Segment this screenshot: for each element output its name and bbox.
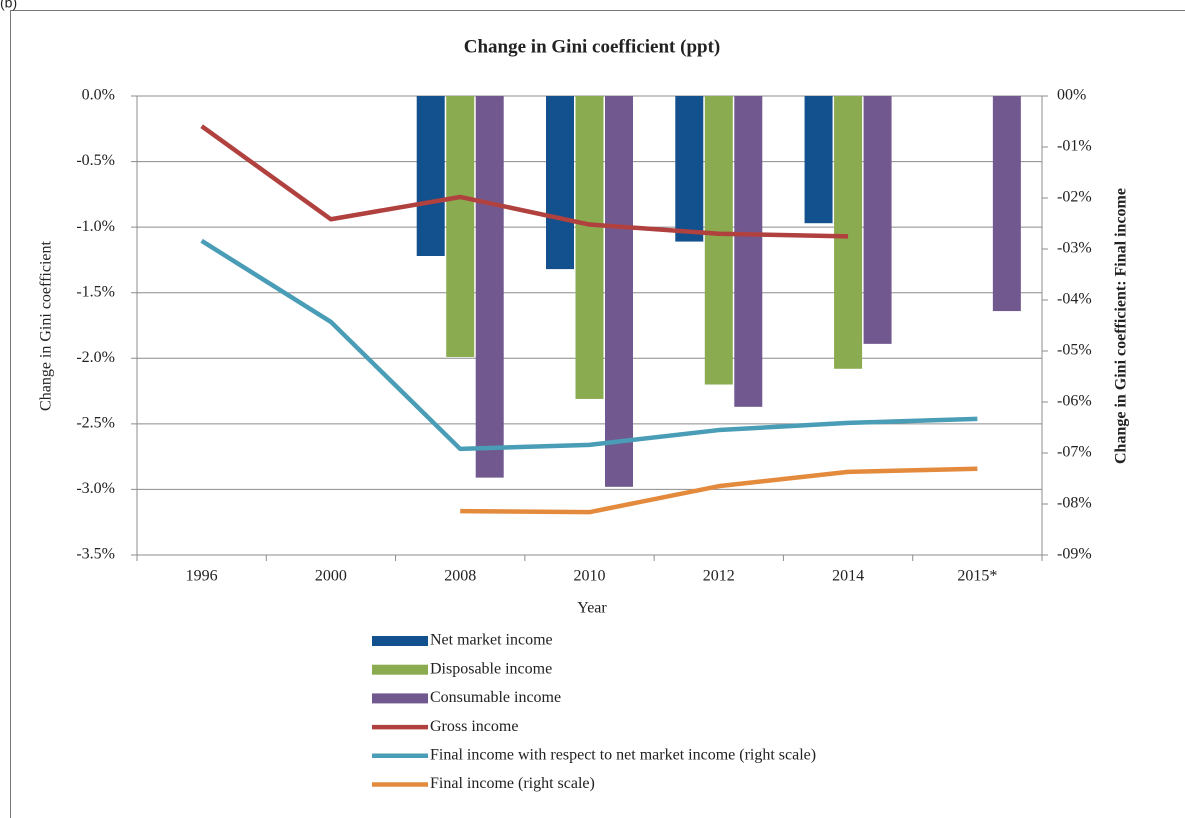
y2-tick-label: -05% [1057, 342, 1092, 359]
bar [675, 96, 704, 242]
line [460, 466, 978, 515]
legend-label: Final income with respect to net market … [430, 746, 816, 763]
y2-tick-label: -04% [1057, 291, 1092, 308]
y2-tick-label: 00% [1057, 87, 1086, 104]
bar [834, 96, 863, 369]
y2-tick-label: -02% [1057, 189, 1092, 206]
bar [475, 96, 504, 478]
y-tick-label: -1.0% [76, 218, 115, 235]
x-tick-label: 2000 [315, 568, 347, 585]
y-tick-label: -3.0% [76, 480, 115, 497]
bar [416, 96, 445, 256]
y2-tick-label: -06% [1057, 393, 1092, 410]
legend-swatch [372, 636, 428, 646]
y-tick-label: -2.5% [76, 415, 115, 432]
bar [804, 96, 833, 224]
y-tick-label: 0.0% [82, 87, 115, 104]
y-tick-label: -3.5% [76, 546, 115, 563]
x-tick-label: 2015* [957, 568, 997, 585]
bar [575, 96, 604, 399]
x-tick-label: 2010 [574, 568, 606, 585]
bar [863, 96, 892, 344]
x-tick-label: 2008 [444, 568, 476, 585]
legend-label: Consumable income [430, 689, 561, 706]
y2-tick-label: -01% [1057, 138, 1092, 155]
bar [446, 96, 475, 357]
x-tick-label: 2012 [703, 568, 735, 585]
legend-swatch [372, 664, 428, 675]
y2-tick-label: -08% [1057, 495, 1092, 512]
line [200, 238, 978, 452]
x-tick-label: 2014 [832, 568, 864, 585]
y-tick-label: -0.5% [76, 152, 115, 169]
y2-tick-label: -03% [1057, 240, 1092, 257]
bar [605, 96, 633, 487]
panel-label: (b) [0, 0, 17, 11]
legend-label: Gross income [430, 718, 518, 735]
bar [734, 96, 763, 407]
y-tick-label: -2.0% [76, 349, 115, 366]
bar [992, 96, 1021, 312]
y2-tick-label: -09% [1057, 546, 1092, 563]
y-axis-title: Change in Gini coefficient [38, 241, 55, 411]
bar [546, 96, 574, 270]
x-axis-title: Year [577, 600, 607, 617]
legend-label: Disposable income [430, 660, 552, 677]
y-tick-label: -1.5% [76, 283, 115, 300]
bar [704, 96, 733, 385]
legend-swatch [372, 693, 428, 704]
y2-axis-title: Change in Gini coefficient: Final income [1113, 188, 1130, 464]
legend-label: Net market income [430, 632, 553, 649]
y2-tick-label: -07% [1057, 444, 1092, 461]
chart-title: Change in Gini coefficient (ppt) [464, 36, 721, 57]
x-tick-label: 1996 [186, 568, 218, 585]
legend-label: Final income (right scale) [430, 775, 595, 792]
line [200, 124, 849, 239]
